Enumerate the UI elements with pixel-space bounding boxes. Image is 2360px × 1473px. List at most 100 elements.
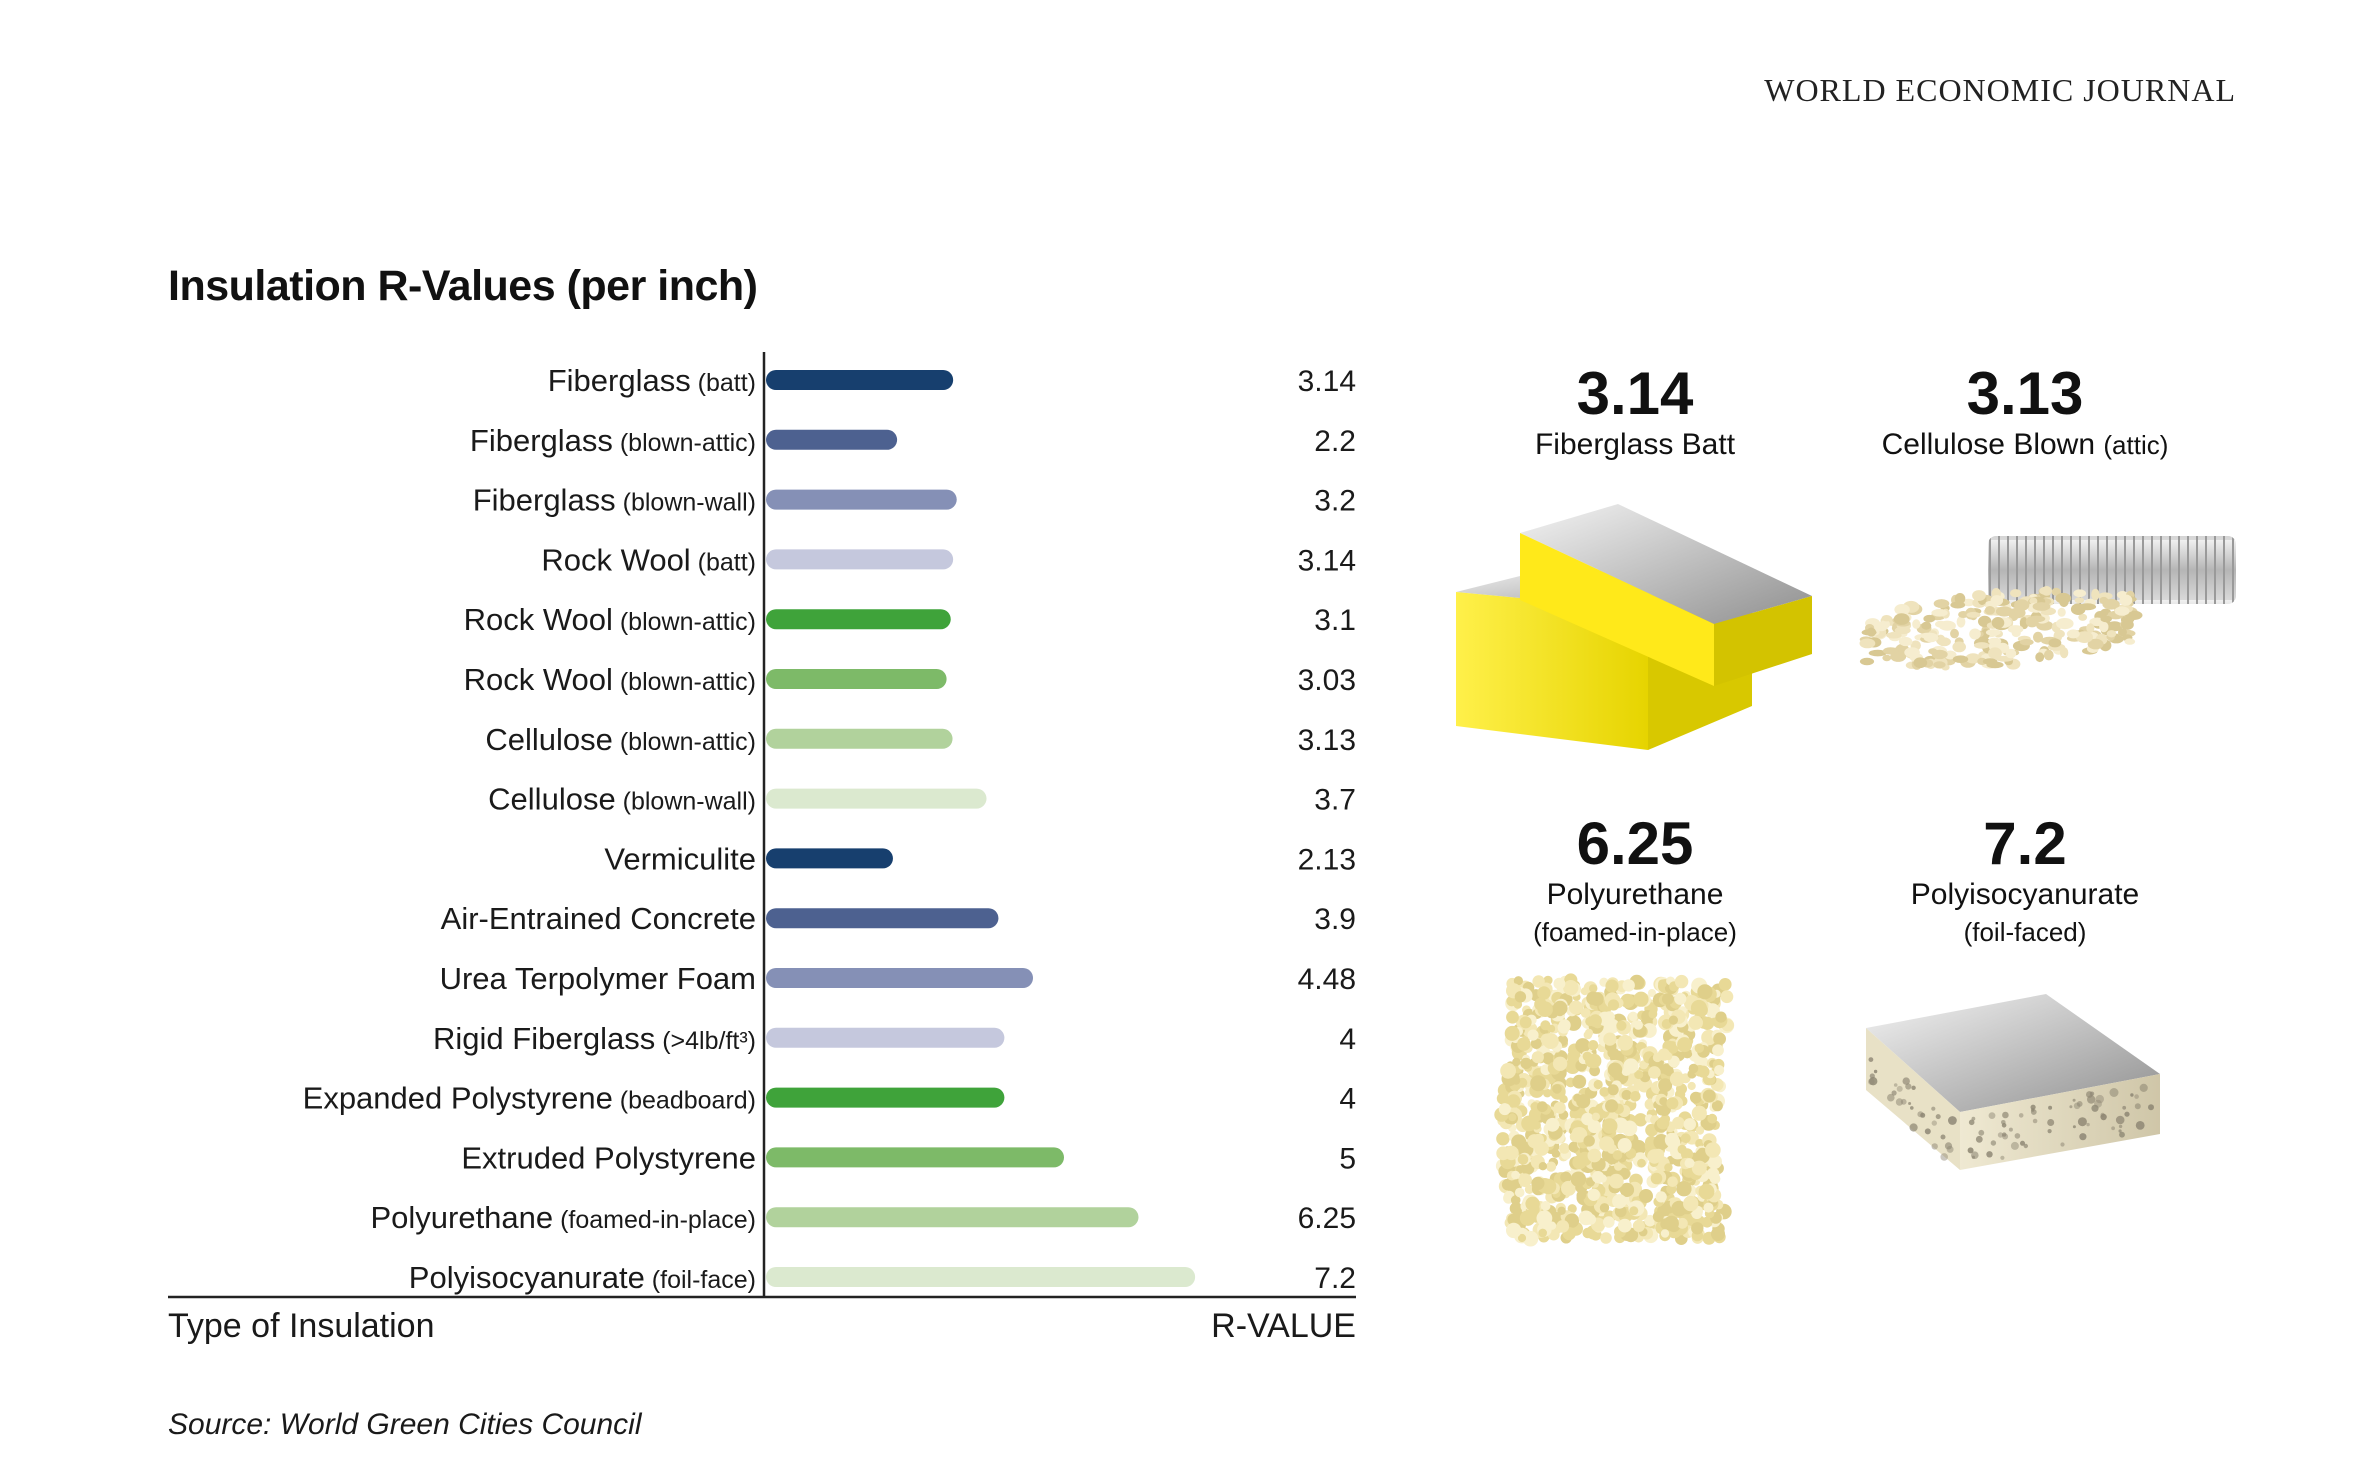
foam-bubble <box>1650 1172 1663 1185</box>
foam-bubble <box>1504 1145 1519 1161</box>
highlight-polyisocyanurate: 7.2 Polyisocyanurate (foil-faced) <box>1850 812 2200 950</box>
foam-bubble <box>1603 1011 1615 1023</box>
cellulose-fiber <box>2010 589 2022 598</box>
board-speck <box>1905 1083 1912 1090</box>
cellulose-fiber <box>2075 631 2093 643</box>
board-speck <box>2135 1121 2145 1130</box>
cellulose-fiber <box>1931 649 1948 660</box>
cellulose-fiber <box>2055 592 2072 604</box>
value-label-15: 7.2 <box>1314 1262 1356 1295</box>
cellulose-fiber <box>2014 599 2030 611</box>
highlight-value: 7.2 <box>1983 810 2067 877</box>
foam-bubble <box>1603 1216 1615 1228</box>
category-label-2: Fiberglass (blown-wall) <box>473 483 756 518</box>
value-label-1: 2.2 <box>1314 425 1356 458</box>
foam-bubble <box>1620 993 1635 1009</box>
foam-bubble <box>1556 1220 1570 1233</box>
foam-bubble <box>1561 1180 1576 1196</box>
fiberglass-batt-illustration <box>1456 504 1812 750</box>
board-speck <box>1924 1128 1931 1135</box>
foam-bubble <box>1664 1163 1673 1172</box>
board-speck <box>1971 1155 1975 1159</box>
foam-bubble <box>1599 1203 1610 1213</box>
board-speck <box>2072 1098 2076 1102</box>
cellulose-fiber <box>1894 604 1910 616</box>
category-label-0: Fiberglass (batt) <box>548 363 756 398</box>
foam-bubble <box>1545 1117 1560 1132</box>
cellulose-fiber <box>2099 621 2109 633</box>
bar-4 <box>766 609 951 630</box>
foam-bubble <box>1677 1037 1693 1053</box>
foam-bubble <box>1600 1232 1612 1244</box>
foam-bubble <box>1512 1057 1521 1067</box>
category-label-1: Fiberglass (blown-attic) <box>470 423 756 458</box>
foam-bubble <box>1664 1132 1680 1148</box>
foam-bubble <box>1720 990 1734 1004</box>
foam-bubble <box>1657 1048 1671 1061</box>
highlight-detail: (foil-faced) <box>1963 917 2087 947</box>
cellulose-fiber <box>1903 639 1913 646</box>
foam-bubble <box>1690 1091 1702 1104</box>
foam-bubble <box>1617 1138 1632 1153</box>
foam-bubble <box>1633 991 1649 1007</box>
foam-bubble <box>1703 1202 1714 1213</box>
board-speck <box>2087 1095 2096 1104</box>
foam-bubble <box>1688 1063 1699 1074</box>
cellulose-fiber <box>2043 649 2054 661</box>
value-label-8: 2.13 <box>1298 843 1356 876</box>
board-speck <box>2119 1131 2125 1138</box>
cellulose-fiber <box>2074 597 2085 604</box>
board-speck <box>1968 1119 1975 1126</box>
foam-bubble <box>1510 1195 1521 1205</box>
board-speck <box>2139 1083 2148 1092</box>
highlight-name: Polyisocyanurate <box>1910 878 2140 911</box>
foam-bubble <box>1677 1217 1688 1229</box>
cellulose-fiber <box>1952 655 1969 663</box>
board-speck <box>1971 1116 1976 1121</box>
value-label-6: 3.13 <box>1298 724 1356 757</box>
foam-bubble <box>1546 1161 1557 1172</box>
foam-bubble <box>1538 1228 1547 1238</box>
foam-bubble <box>1517 1154 1529 1165</box>
foam-bubble <box>1623 1058 1639 1074</box>
cellulose-fiber <box>1962 598 1976 607</box>
category-label-3: Rock Wool (batt) <box>541 542 756 577</box>
board-speck <box>2091 1104 2099 1112</box>
foam-bubble <box>1498 1103 1511 1116</box>
foam-bubble <box>1607 1062 1623 1077</box>
cellulose-fiber <box>2035 652 2045 663</box>
foam-bubble <box>1587 1040 1599 1051</box>
cellulose-fiber <box>2091 588 2100 601</box>
foam-bubble <box>1552 1056 1568 1072</box>
cellulose-fiber <box>1921 621 1932 630</box>
cellulose-fiber <box>2119 594 2133 606</box>
foam-bubble <box>1634 1070 1644 1080</box>
foam-bubble <box>1706 1167 1720 1181</box>
value-label-0: 3.14 <box>1298 365 1356 398</box>
foam-bubble <box>1504 1025 1520 1041</box>
cellulose-fiber <box>2114 606 2130 616</box>
category-label-11: Rigid Fiberglass (>4lb/ft³) <box>433 1021 756 1056</box>
cellulose-fiber <box>1931 609 1948 617</box>
bar-1 <box>766 429 898 450</box>
foam-bubble <box>1683 1118 1697 1131</box>
foam-bubble <box>1533 1133 1544 1145</box>
highlight-value: 3.14 <box>1576 360 1694 427</box>
bar-9 <box>766 908 999 929</box>
highlight-name: Fiberglass Batt <box>1534 428 1736 461</box>
foam-bubble <box>1602 1118 1618 1134</box>
board-speck <box>2077 1117 2087 1127</box>
board-speck <box>2122 1105 2127 1110</box>
foam-bubble <box>1632 1219 1645 1232</box>
cellulose-fiber <box>1969 628 1981 640</box>
board-speck <box>1944 1142 1953 1150</box>
cellulose-fiber <box>1956 616 1966 628</box>
cellulose-fiber <box>2078 613 2088 621</box>
foam-bubble <box>1519 1210 1536 1226</box>
foam-bubble <box>1530 1075 1547 1092</box>
foam-bubble <box>1568 1141 1580 1153</box>
foam-bubble <box>1527 1029 1539 1041</box>
board-speck <box>2048 1105 2053 1110</box>
foam-bubble <box>1683 1195 1699 1212</box>
board-speck <box>2118 1124 2123 1129</box>
